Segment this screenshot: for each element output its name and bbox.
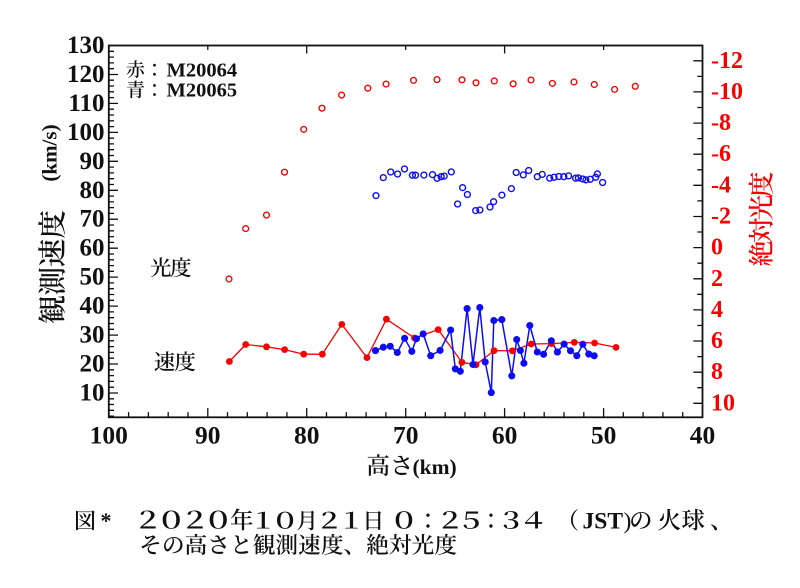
- svg-text:40: 40: [80, 293, 105, 320]
- svg-text:(km/s): (km/s): [38, 124, 62, 181]
- svg-text:70: 70: [393, 421, 419, 450]
- svg-text:50: 50: [591, 421, 617, 450]
- svg-text:M20065: M20065: [167, 80, 238, 102]
- svg-text:): ): [624, 509, 632, 535]
- svg-text:2: 2: [711, 266, 723, 292]
- svg-text:100: 100: [90, 421, 128, 450]
- svg-text:4: 4: [711, 297, 723, 323]
- svg-text:90: 90: [80, 148, 105, 175]
- svg-text:-6: -6: [711, 141, 731, 167]
- svg-text:-12: -12: [711, 48, 743, 74]
- svg-text:80: 80: [80, 177, 105, 204]
- svg-text:40: 40: [690, 421, 716, 450]
- svg-text:10: 10: [80, 380, 105, 407]
- svg-text:*: *: [101, 508, 112, 533]
- svg-text:20: 20: [80, 351, 105, 378]
- svg-text:120: 120: [67, 61, 105, 88]
- svg-text:-10: -10: [711, 79, 743, 105]
- svg-text:100: 100: [67, 119, 105, 146]
- svg-text:50: 50: [80, 264, 105, 291]
- svg-text:60: 60: [492, 421, 518, 450]
- svg-text:(km): (km): [413, 455, 457, 479]
- svg-text:130: 130: [67, 32, 105, 59]
- svg-text:90: 90: [195, 421, 221, 450]
- svg-text:6: 6: [711, 328, 723, 354]
- svg-text:M20064: M20064: [167, 59, 238, 81]
- svg-text:-4: -4: [711, 172, 731, 198]
- svg-text:80: 80: [294, 421, 320, 450]
- svg-text:30: 30: [80, 322, 105, 349]
- svg-text:-8: -8: [711, 110, 731, 136]
- svg-text:60: 60: [80, 235, 105, 262]
- svg-text:0: 0: [711, 235, 723, 261]
- svg-text:8: 8: [711, 359, 723, 385]
- svg-text:-2: -2: [711, 204, 731, 230]
- svg-text:JST: JST: [583, 509, 624, 535]
- svg-text:10: 10: [711, 390, 735, 416]
- svg-text:70: 70: [80, 206, 105, 233]
- svg-text:110: 110: [68, 90, 104, 117]
